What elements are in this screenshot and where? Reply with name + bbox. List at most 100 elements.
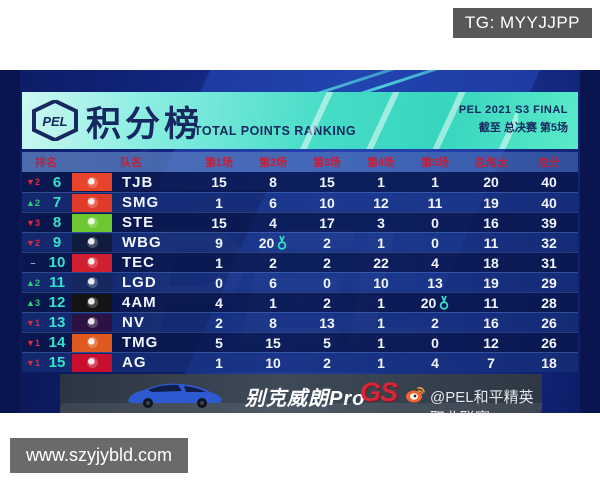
total-points: 40 <box>541 194 557 211</box>
game3-score: 2 <box>323 354 331 371</box>
svg-text:PEL: PEL <box>42 114 67 129</box>
game2-score: 15 <box>265 334 281 351</box>
game5-score-with-medal: 20 <box>408 295 462 311</box>
col-total-points: 总分 <box>538 157 560 169</box>
team-logo <box>72 213 112 232</box>
team-emblem-icon <box>86 176 98 188</box>
sponsor-gs-logo: GS <box>360 377 398 407</box>
rank-number: 15 <box>48 354 66 371</box>
weibo-handle-text: @PEL和平精英职业联赛 <box>430 389 534 413</box>
col-game5: 第5场 <box>420 157 450 169</box>
rank-change: ▼1 <box>26 317 40 328</box>
game1-score: 1 <box>215 194 223 211</box>
game5-score: 0 <box>431 214 439 231</box>
right-edge-band <box>580 70 600 413</box>
game2-score: 6 <box>269 194 277 211</box>
col-game2: 第2场 <box>258 157 288 169</box>
rank-number: 6 <box>52 173 62 191</box>
game5-score: 20 <box>420 294 437 311</box>
total-points: 28 <box>541 294 557 311</box>
game3-score: 5 <box>323 334 331 351</box>
event-name: PEL 2021 S3 FINAL <box>458 104 568 116</box>
game4-score: 1 <box>377 354 385 371</box>
game2-score: 10 <box>265 354 281 371</box>
ranking-table-body: ▼2 6 TJB 15 8 15 1 1 20 40 ▲2 7 SMG 1 6 … <box>22 172 578 372</box>
table-row: ▼1 13 NV 2 8 13 1 2 16 26 <box>22 312 578 332</box>
game1-score: 0 <box>215 274 223 291</box>
team-emblem-icon <box>86 257 98 268</box>
event-stage: 截至 总决赛 第5场 <box>478 122 568 134</box>
total-elims: 18 <box>483 254 499 271</box>
team-emblem-icon <box>86 297 98 308</box>
winner-medal-icon <box>278 235 287 250</box>
rank-number: 8 <box>52 214 62 231</box>
game2-score: 8 <box>269 314 277 331</box>
weibo-icon <box>406 387 425 403</box>
team-name: TEC <box>122 254 155 271</box>
total-points: 32 <box>541 234 557 251</box>
game3-score: 2 <box>323 234 331 251</box>
total-elims: 16 <box>483 314 499 331</box>
game5-score: 13 <box>427 274 443 291</box>
team-logo <box>72 293 112 312</box>
rank-change: ▼2 <box>26 237 40 248</box>
team-emblem-icon <box>86 317 98 328</box>
total-elims: 16 <box>483 214 499 231</box>
game4-score: 1 <box>377 234 385 251</box>
game4-score: 1 <box>377 174 385 190</box>
table-row: ▲3 12 4AM 4 1 2 1 20 11 28 <box>22 292 578 312</box>
game2-score: 6 <box>269 274 277 291</box>
team-emblem-icon <box>86 237 98 248</box>
rank-change: – <box>30 257 36 268</box>
table-row: – 10 TEC 1 2 2 22 4 18 31 <box>22 252 578 272</box>
team-logo <box>72 313 112 332</box>
col-game3: 第3场 <box>312 157 342 169</box>
game2-score: 2 <box>269 254 277 271</box>
game2-score: 20 <box>258 234 275 251</box>
game2-score: 1 <box>269 294 277 311</box>
game4-score: 1 <box>377 334 385 351</box>
team-emblem-icon <box>86 197 98 208</box>
game1-score: 15 <box>211 174 227 190</box>
game5-score: 4 <box>431 254 439 271</box>
col-game1: 第1场 <box>204 157 234 169</box>
tg-contact-badge: TG: MYYJJPP <box>452 8 592 38</box>
broadcast-scene: PEL PEL 积分榜 TOTAL POINTS RANKING PEL 202… <box>0 70 600 413</box>
col-rank: 排名 <box>35 157 57 169</box>
game1-score: 15 <box>211 214 227 231</box>
total-elims: 20 <box>483 174 499 190</box>
pel-logo-icon: PEL <box>32 100 78 141</box>
game1-score: 1 <box>215 354 223 371</box>
rank-number: 7 <box>52 194 62 211</box>
team-name: LGD <box>122 274 157 291</box>
col-game4: 第4场 <box>366 157 396 169</box>
game4-score: 1 <box>377 294 385 311</box>
page-title: 积分榜 <box>86 105 204 144</box>
team-logo <box>72 353 112 372</box>
total-elims: 19 <box>483 274 499 291</box>
sponsor-model-text: 别克威朗Pro <box>245 388 366 410</box>
col-total-elims: 总淘汰 <box>474 157 508 169</box>
team-emblem-icon <box>86 357 98 368</box>
total-elims: 19 <box>483 194 499 211</box>
team-name: TJB <box>122 173 154 191</box>
total-elims: 11 <box>483 234 499 251</box>
table-row: ▲2 7 SMG 1 6 10 12 11 19 40 <box>22 192 578 212</box>
table-row: ▲2 11 LGD 0 6 0 10 13 19 29 <box>22 272 578 292</box>
rank-number: 10 <box>48 254 66 271</box>
game4-score: 12 <box>373 194 389 211</box>
game3-score: 10 <box>319 194 335 211</box>
team-name: AG <box>122 354 147 371</box>
rank-change: ▲2 <box>26 197 40 208</box>
team-emblem-icon <box>86 277 98 288</box>
left-edge-band <box>0 70 20 413</box>
rank-number: 11 <box>49 274 65 291</box>
game2-score: 4 <box>269 214 277 231</box>
table-row: ▼2 9 WBG 9 20 2 1 0 11 32 <box>22 232 578 252</box>
rank-change: ▲2 <box>26 277 40 288</box>
total-points: 26 <box>541 334 557 351</box>
rank-change: ▼3 <box>26 217 40 228</box>
sponsor-banner: 别克威朗Pro GS @PEL和平精英职业联赛 <box>60 374 542 413</box>
winner-medal-icon <box>440 295 449 310</box>
